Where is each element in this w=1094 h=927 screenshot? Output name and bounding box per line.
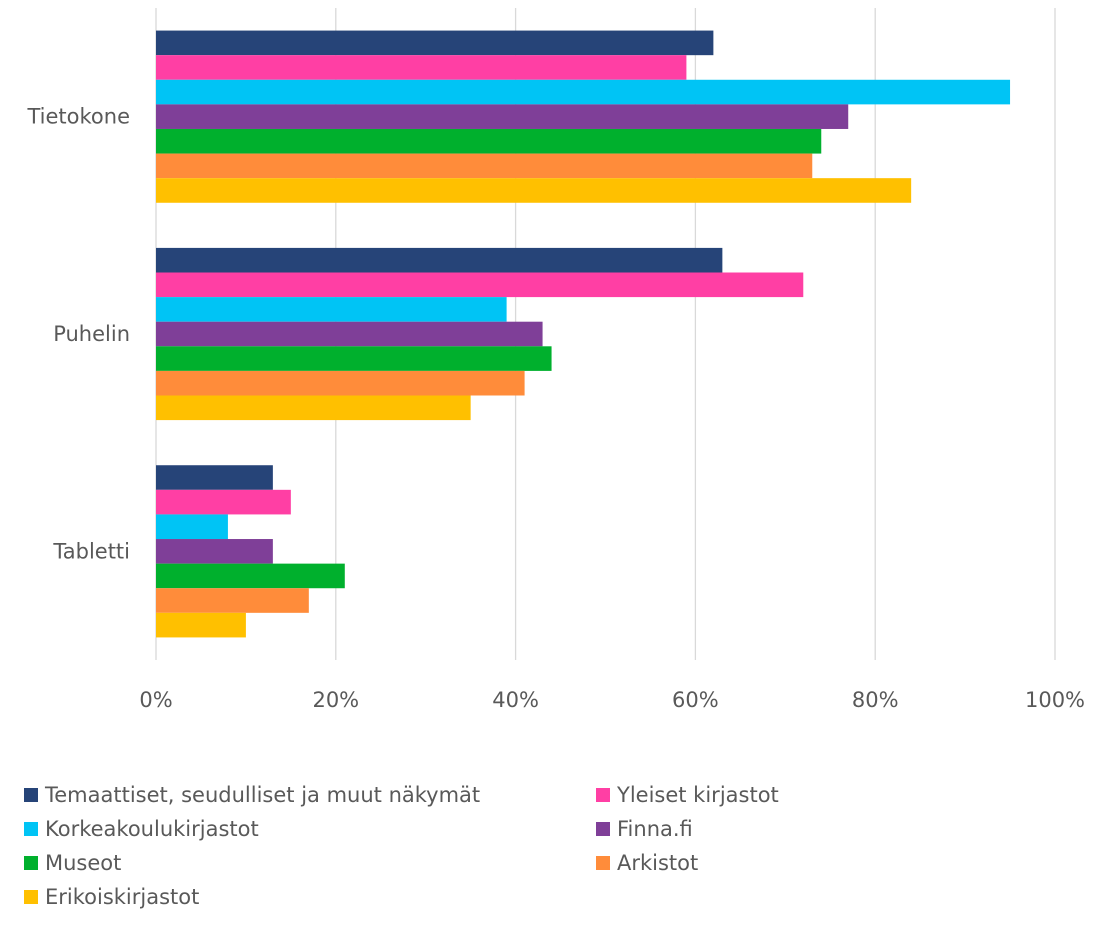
legend-swatch <box>596 788 610 802</box>
x-tick-label: 100% <box>1025 688 1085 712</box>
legend-item: Museot <box>24 846 121 880</box>
legend-swatch <box>24 890 38 904</box>
bar <box>156 321 543 347</box>
bar <box>156 79 1011 105</box>
bars <box>156 30 1011 638</box>
category-label: Tabletti <box>52 539 130 563</box>
category-label: Puhelin <box>53 322 130 346</box>
bar <box>156 55 687 80</box>
category-label: Tietokone <box>26 105 130 129</box>
legend-item: Yleiset kirjastot <box>596 778 779 812</box>
bar <box>156 297 507 322</box>
bar <box>156 588 309 613</box>
x-axis-tick-labels: 0% 20% 40% 60% 80% 100% <box>139 688 1085 712</box>
bar <box>156 153 813 179</box>
x-tick-label: 40% <box>492 688 539 712</box>
x-tick-label: 0% <box>139 688 172 712</box>
bar <box>156 346 552 371</box>
x-tick-label: 60% <box>672 688 719 712</box>
legend-swatch <box>596 822 610 836</box>
legend-item: Finna.fi <box>596 812 693 846</box>
bar <box>156 128 822 154</box>
bar <box>156 178 912 203</box>
bar <box>156 563 345 589</box>
legend-swatch <box>24 788 38 802</box>
legend-item: Arkistot <box>596 846 698 880</box>
legend-label: Museot <box>45 851 122 875</box>
bar <box>156 612 246 638</box>
legend-item: Korkeakoulukirjastot <box>24 812 259 846</box>
legend-item: Erikoiskirjastot <box>24 880 199 914</box>
legend-label: Finna.fi <box>617 817 693 841</box>
legend-swatch <box>24 856 38 870</box>
bar <box>156 489 291 515</box>
legend-item: Temaattiset, seudulliset ja muut näkymät <box>24 778 480 812</box>
x-tick-label: 20% <box>312 688 359 712</box>
legend-swatch <box>596 856 610 870</box>
category-labels: Tietokone Puhelin Tabletti <box>26 105 130 564</box>
bar <box>156 465 273 490</box>
bar <box>156 104 849 129</box>
legend-label: Temaattiset, seudulliset ja muut näkymät <box>45 783 481 807</box>
bar <box>156 370 525 396</box>
legend-label: Korkeakoulukirjastot <box>45 817 259 841</box>
x-tick-label: 80% <box>852 688 899 712</box>
bar <box>156 539 273 564</box>
bar <box>156 395 471 421</box>
bar <box>156 272 804 298</box>
legend-label: Yleiset kirjastot <box>617 783 779 807</box>
bar <box>156 514 228 540</box>
bar <box>156 30 714 56</box>
bar-chart: Tietokone Puhelin Tabletti 0% 20% 40% 60% 80% 1… <box>26 8 1085 712</box>
legend-label: Arkistot <box>617 851 699 875</box>
bar <box>156 247 723 273</box>
legend-label: Erikoiskirjastot <box>45 885 200 909</box>
legend-swatch <box>24 822 38 836</box>
